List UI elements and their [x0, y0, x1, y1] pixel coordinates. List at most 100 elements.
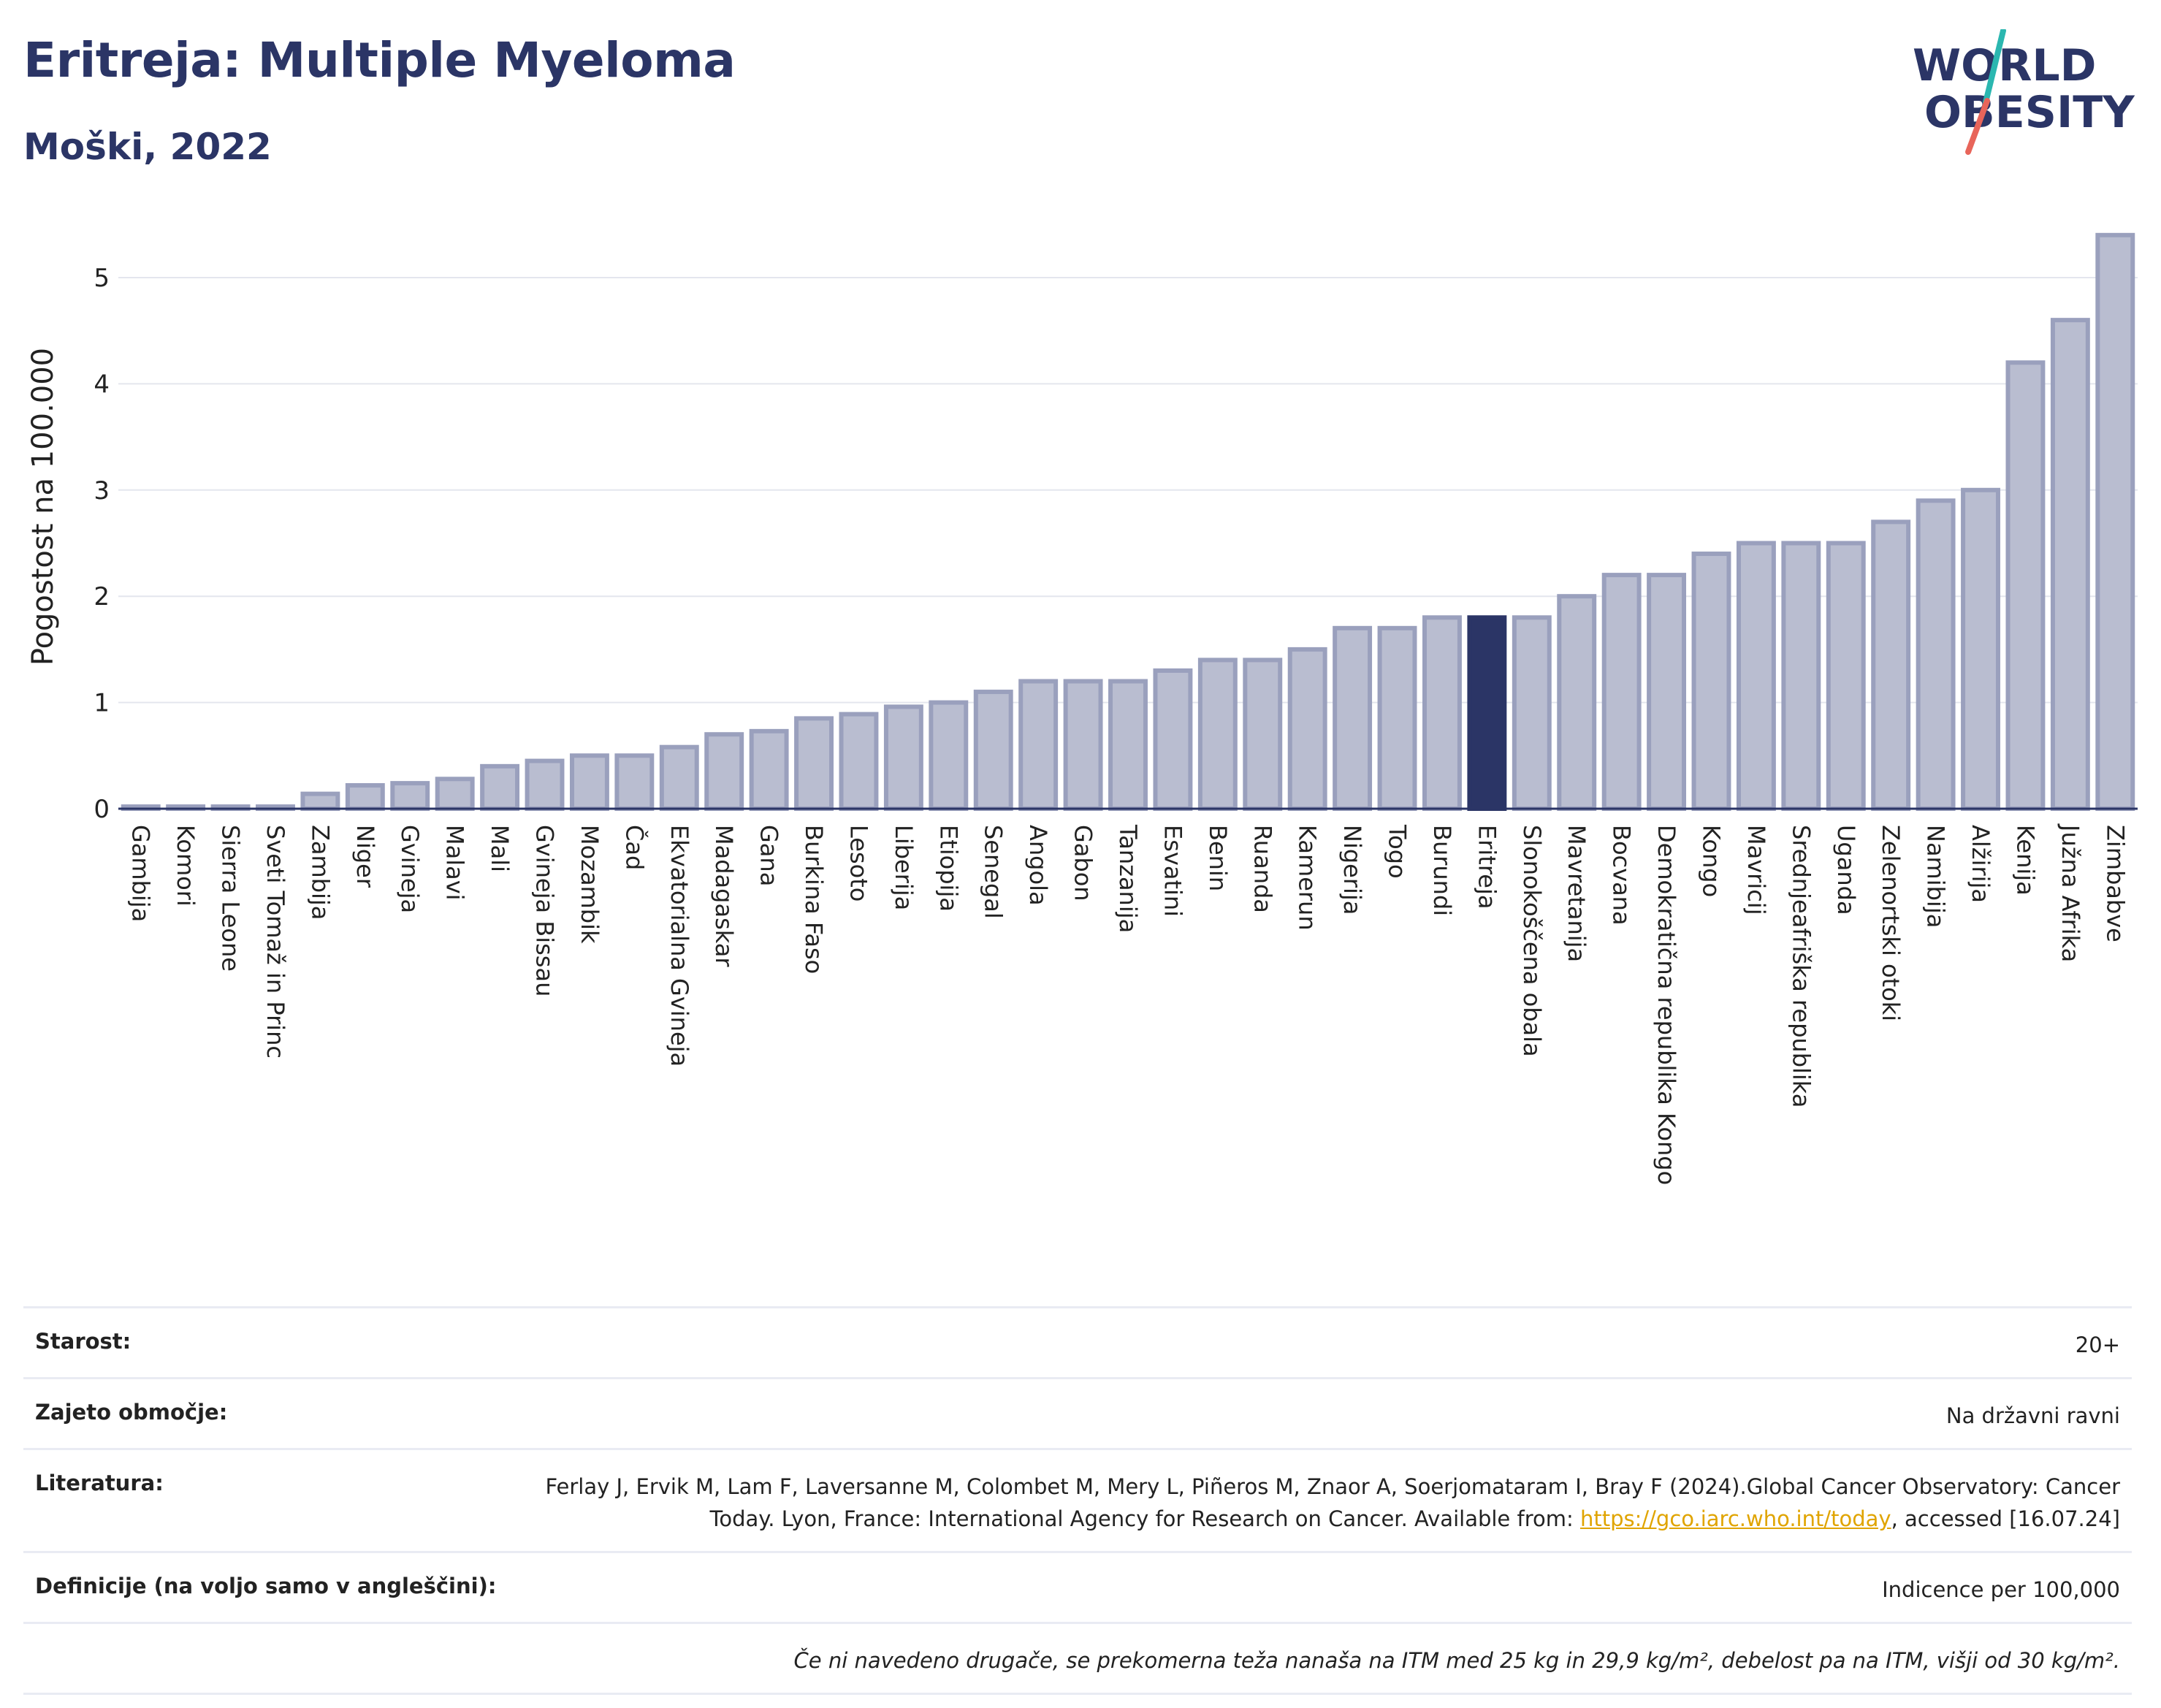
x-tick-label: Ekvatorialna Gvineja [666, 825, 693, 1067]
bar-ruanda[interactable] [1243, 657, 1283, 811]
x-tick-label: Ruanda [1249, 825, 1276, 913]
bar-gvineja-bissau[interactable] [525, 758, 565, 812]
bar-čad[interactable] [614, 753, 655, 811]
y-axis-label: Pogostost na 100.000 [26, 348, 60, 666]
literature-label: Literatura: [35, 1471, 164, 1495]
y-tick-label: 0 [94, 795, 110, 824]
info-row-age: Starost: 20+ [23, 1306, 2132, 1377]
x-tick-label: Gana [755, 825, 783, 886]
bar-niger[interactable] [345, 783, 385, 812]
bar-nigerija[interactable] [1333, 625, 1373, 811]
x-tick-label: Esvatini [1159, 825, 1186, 917]
bar-esvatini[interactable] [1153, 668, 1193, 811]
bar-eritreja[interactable] [1467, 615, 1507, 811]
x-tick-label: Burkina Faso [800, 825, 828, 974]
x-tick-label: Sveti Tomaž in Princ [262, 825, 289, 1059]
bar-mali[interactable] [480, 763, 520, 812]
x-tick-label: Gambija [127, 825, 155, 922]
x-tick-label: Niger [351, 825, 379, 888]
literature-link[interactable]: https://gco.iarc.who.int/today [1579, 1506, 1891, 1531]
bar-benin[interactable] [1197, 657, 1238, 811]
bar-srednjeafriška-republika[interactable] [1781, 541, 1821, 812]
bar-etiopija[interactable] [929, 700, 969, 812]
x-tick-label: Tanzanija [1114, 824, 1142, 933]
x-axis-labels: Gambija Komori Sierra Leone Sveti Tomaž in … [127, 823, 2130, 1185]
bar-kongo[interactable] [1691, 552, 1731, 811]
bar-gvineja[interactable] [390, 781, 430, 811]
logo-text-world: WORLD [1913, 40, 2096, 91]
logo-slash-coral [1965, 98, 1990, 155]
x-tick-label: Mali [486, 825, 514, 872]
note-text: Če ni navedeno drugače, se prekomerna te… [793, 1648, 2120, 1673]
x-tick-label: Čad [620, 825, 649, 870]
x-tick-label: Etiopija [934, 825, 962, 912]
bar-liberija[interactable] [883, 704, 923, 812]
x-tick-label: Mavretanija [1563, 825, 1590, 962]
info-row-coverage: Zajeto območje: Na državni ravni [23, 1377, 2132, 1448]
x-tick-label: Senegal [980, 825, 1007, 919]
x-tick-label: Liberija [890, 825, 918, 910]
bar-lesoto[interactable] [839, 712, 879, 811]
bar-madagaskar[interactable] [704, 732, 744, 811]
bar-malavi[interactable] [435, 777, 475, 812]
bars [121, 232, 2135, 812]
bar-senegal[interactable] [973, 690, 1013, 812]
x-tick-label: Gvineja Bissau [531, 825, 559, 996]
x-tick-label: Burundi [1428, 825, 1456, 916]
bar-namibija[interactable] [1916, 498, 1956, 812]
bar-mavretanija[interactable] [1557, 594, 1597, 812]
logo-text-obesity: OBESITY [1924, 87, 2135, 138]
bar-mavricij[interactable] [1736, 541, 1776, 812]
coverage-label: Zajeto območje: [35, 1400, 228, 1425]
world-obesity-logo: WORLD OBESITY [1913, 29, 2135, 155]
bar-bocvana[interactable] [1601, 573, 1642, 811]
x-tick-label: Uganda [1832, 825, 1860, 915]
literature-tail: , accessed [16.07.24] [1891, 1506, 2120, 1531]
x-tick-label: Nigerija [1338, 825, 1366, 915]
x-tick-label: Mozambik [576, 825, 603, 944]
bar-zambija[interactable] [300, 791, 340, 811]
bar-uganda[interactable] [1826, 541, 1866, 812]
coverage-value: Na državni ravni [1945, 1403, 2120, 1428]
bar-chart: 0 1 2 3 4 5 Gambija Komori Sierra Leone Sveti To… [26, 232, 2138, 1185]
logo-slash-teal [1983, 29, 2006, 105]
x-tick-label: Gabon [1070, 825, 1097, 901]
bar-demokratična-republika-kongo[interactable] [1647, 573, 1687, 811]
bar-tanzanija[interactable] [1108, 679, 1148, 811]
bar-burundi[interactable] [1422, 615, 1462, 811]
x-tick-label: Kamerun [1294, 825, 1322, 931]
x-tick-label: Zimbabve [2101, 825, 2129, 942]
bar-gabon[interactable] [1063, 679, 1103, 811]
x-tick-label: Eritreja [1473, 825, 1501, 909]
x-tick-label: Mavricij [1742, 825, 1770, 915]
bar-zimbabve[interactable] [2095, 232, 2135, 812]
literature-value: Ferlay J, Ervik M, Lam F, Laversanne M, … [476, 1471, 2120, 1535]
bar-ekvatorialna-gvineja[interactable] [659, 744, 699, 811]
x-tick-label: Kongo [1697, 825, 1725, 897]
definitions-value: Indicence per 100,000 [1882, 1577, 2120, 1602]
bar-alžirija[interactable] [1961, 487, 2000, 812]
x-tick-label: Južna Afrika [2057, 823, 2084, 962]
x-tick-label: Angola [1024, 825, 1052, 906]
bar-gana[interactable] [749, 728, 789, 812]
x-tick-label: Bocvana [1608, 825, 1636, 926]
bar-slonokoščena-obala[interactable] [1512, 615, 1552, 811]
x-tick-label: Lesoto [845, 825, 872, 901]
bar-angola[interactable] [1018, 679, 1059, 811]
x-tick-label: Zambija [306, 825, 334, 920]
y-tick-label: 4 [94, 370, 110, 399]
x-tick-label: Srednjeafriška republika [1787, 825, 1815, 1107]
bar-kenija[interactable] [2005, 360, 2046, 811]
age-label: Starost: [35, 1329, 132, 1354]
age-value: 20+ [2075, 1333, 2120, 1357]
bar-zelenortski-otoki[interactable] [1871, 519, 1911, 811]
bar-kamerun[interactable] [1287, 647, 1327, 812]
y-axis-ticks: 0 1 2 3 4 5 [94, 264, 110, 824]
bar-burkina-faso[interactable] [794, 716, 834, 811]
x-tick-label: Sierra Leone [217, 825, 245, 972]
bar-mozambik[interactable] [569, 753, 609, 811]
bar-togo[interactable] [1377, 625, 1417, 811]
y-tick-label: 2 [94, 582, 110, 611]
x-tick-label: Malavi [441, 825, 469, 901]
bar-južna-afrika[interactable] [2050, 318, 2090, 811]
